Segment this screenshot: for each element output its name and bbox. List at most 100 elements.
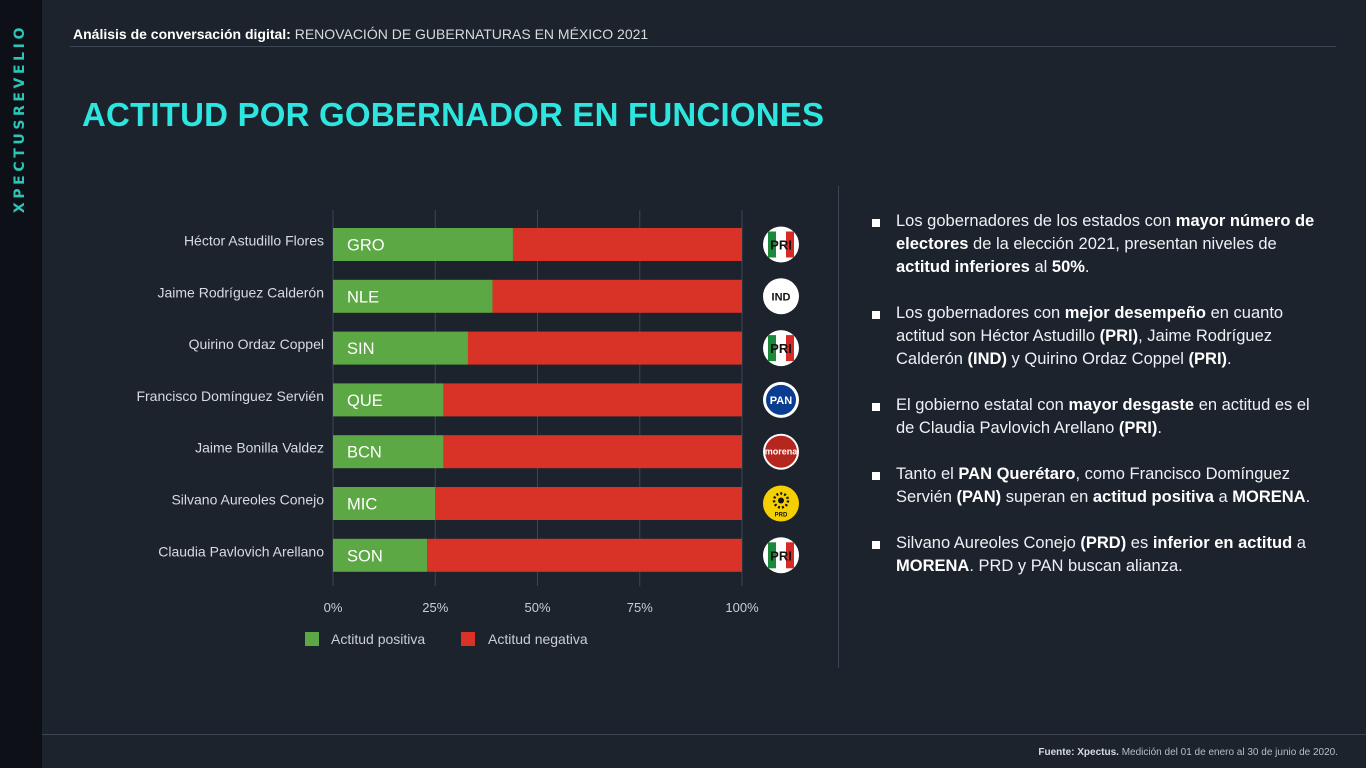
bar-positive (333, 538, 428, 572)
legend-swatch-negative (461, 632, 475, 646)
bar-negative (512, 228, 742, 261)
category-label: Jaime Bonilla Valdez (195, 440, 324, 456)
bar-state-label: SIN (347, 340, 375, 358)
bullet-text-bold: (PRI) (1118, 419, 1158, 437)
badge-text: IND (772, 291, 791, 303)
badge-text: PAN (770, 395, 792, 407)
header-rest: RENOVACIÓN DE GUBERNATURAS EN MÉXICO 202… (294, 26, 649, 42)
badge-green (768, 231, 776, 258)
category-label: Francisco Domínguez Servién (136, 388, 324, 404)
bullet-text-bold: MORENA (896, 557, 970, 575)
bar-positive (333, 435, 444, 469)
badge-green (768, 335, 776, 362)
party-logo-icon: PAN (763, 381, 799, 418)
bullet-text: . (1157, 419, 1162, 437)
badge-text: PRI (770, 548, 792, 563)
bullet-text: . (1305, 488, 1311, 506)
bar-negative (435, 487, 742, 520)
bullet-text: a (1213, 488, 1233, 506)
badge-text: PRI (770, 238, 792, 253)
badge-sun-core (778, 497, 784, 504)
bullet-text: en cuanto actitud son Héctor Astudillo (896, 304, 1284, 345)
x-tick-label: 100% (725, 600, 759, 615)
badge-bg (763, 278, 799, 315)
bullet-text: Los gobernadores con (896, 304, 1065, 322)
bullet-text: Silvano Aureoles Conejo (896, 534, 1081, 552)
x-tick-label: 50% (524, 600, 550, 615)
bullet-text: Tanto el (896, 465, 959, 483)
x-tick-label: 75% (627, 600, 653, 615)
bullet-text: superan en (1001, 488, 1093, 506)
bullet-text-bold: PAN Querétaro (958, 465, 1076, 483)
bullet-text-bold: mayor número de electores (896, 212, 1315, 253)
bullet-square-icon (872, 219, 880, 227)
party-logo-icon: IND (763, 278, 799, 315)
badge-red (765, 435, 797, 468)
bullet-square-icon (872, 311, 880, 319)
party-logo-icon: PRI (763, 330, 799, 367)
page-title: ACTITUD POR GOBERNADOR EN FUNCIONES (82, 96, 825, 133)
party-logo-icon: PRI (763, 226, 799, 263)
bullet-square-icon (872, 541, 880, 549)
badge-red (786, 335, 794, 362)
bar-state-label: GRO (347, 237, 385, 255)
bullet-text-bold: MORENA (1232, 488, 1306, 506)
bar-positive (333, 383, 444, 417)
bullet-text: . (1227, 350, 1232, 368)
bullet-text: , Jaime Rodríguez Calderón (896, 327, 1273, 368)
legend-label-positive: Actitud positiva (331, 631, 425, 647)
bullet-item: El gobierno estatal con mayor desgaste e… (872, 394, 1332, 440)
bullet-text-bold: (PAN) (956, 488, 1002, 506)
party-logo-icon: morena (763, 433, 799, 470)
badge-blue (766, 384, 796, 415)
legend-label-negative: Actitud negativa (488, 631, 588, 647)
badge-red (786, 231, 794, 258)
party-logo-icon: PRD (763, 485, 799, 522)
bullet-text-bold: 50% (1051, 258, 1085, 276)
footer-rest: Medición del 01 de enero al 30 de junio … (1118, 747, 1338, 758)
bar-state-label: NLE (347, 288, 379, 306)
bullet-text: . PRD y PAN buscan alianza. (969, 557, 1183, 575)
bullet-text-bold: actitud positiva (1092, 488, 1214, 506)
x-tick-label: 0% (324, 600, 343, 615)
bar-positive (333, 487, 436, 520)
bullet-text: a (1292, 534, 1306, 552)
bullet-text: El gobierno estatal con (896, 396, 1069, 414)
footer-bold: Fuente: Xpectus. (1038, 747, 1119, 758)
bullet-text: de la elección 2021, presentan niveles d… (968, 235, 1277, 253)
x-tick-label: 25% (422, 600, 448, 615)
bar-positive (333, 279, 493, 313)
bar-positive (333, 228, 513, 261)
category-label: Silvano Aureoles Conejo (171, 492, 324, 508)
bullet-text: en actitud es el de Claudia Pavlovich Ar… (896, 396, 1310, 437)
bullet-item: Los gobernadores con mejor desempeño en … (872, 302, 1332, 371)
bottom-rule (42, 734, 1366, 735)
bullet-text: es (1126, 534, 1153, 552)
bar-state-label: QUE (347, 392, 383, 410)
bullet-text-bold: actitud inferiores (896, 258, 1030, 276)
badge-green (768, 542, 776, 569)
bullet-text-bold: (IND) (967, 350, 1007, 368)
bullet-text-bold: (PRI) (1188, 350, 1228, 368)
footer-source: Fuente: Xpectus. Medición del 01 de ener… (1038, 747, 1338, 758)
bar-chart: 0% 25% 50% 75% 100% Héctor Astudillo Flores GR… (136, 210, 799, 647)
badge-text: morena (765, 447, 799, 457)
legend-swatch-positive (305, 632, 319, 646)
bullet-text: . (1084, 258, 1090, 276)
bullet-list: Los gobernadores de los estados con mayo… (872, 210, 1332, 601)
party-logo-icon: PRI (763, 537, 799, 574)
category-label: Claudia Pavlovich Arellano (158, 543, 324, 559)
header-bold: Análisis de conversación digital: (73, 26, 291, 42)
bullet-text: al (1029, 258, 1052, 276)
bullet-text-bold: mayor desgaste (1068, 396, 1195, 414)
bullet-text-bold: (PRI) (1099, 327, 1139, 345)
side-strip: XPECTUSREVELIO (0, 0, 42, 768)
bar-state-label: SON (347, 547, 383, 565)
bullet-text-bold: mejor desempeño (1064, 304, 1207, 322)
bar-negative (467, 331, 742, 365)
bar-state-label: BCN (347, 444, 382, 462)
bullet-text: , como Francisco Domínguez Servién (896, 465, 1291, 506)
category-label: Jaime Rodríguez Calderón (157, 284, 324, 300)
bullet-text: y Quirino Ordaz Coppel (1006, 350, 1189, 368)
bullet-text-bold: (PRD) (1080, 534, 1127, 552)
